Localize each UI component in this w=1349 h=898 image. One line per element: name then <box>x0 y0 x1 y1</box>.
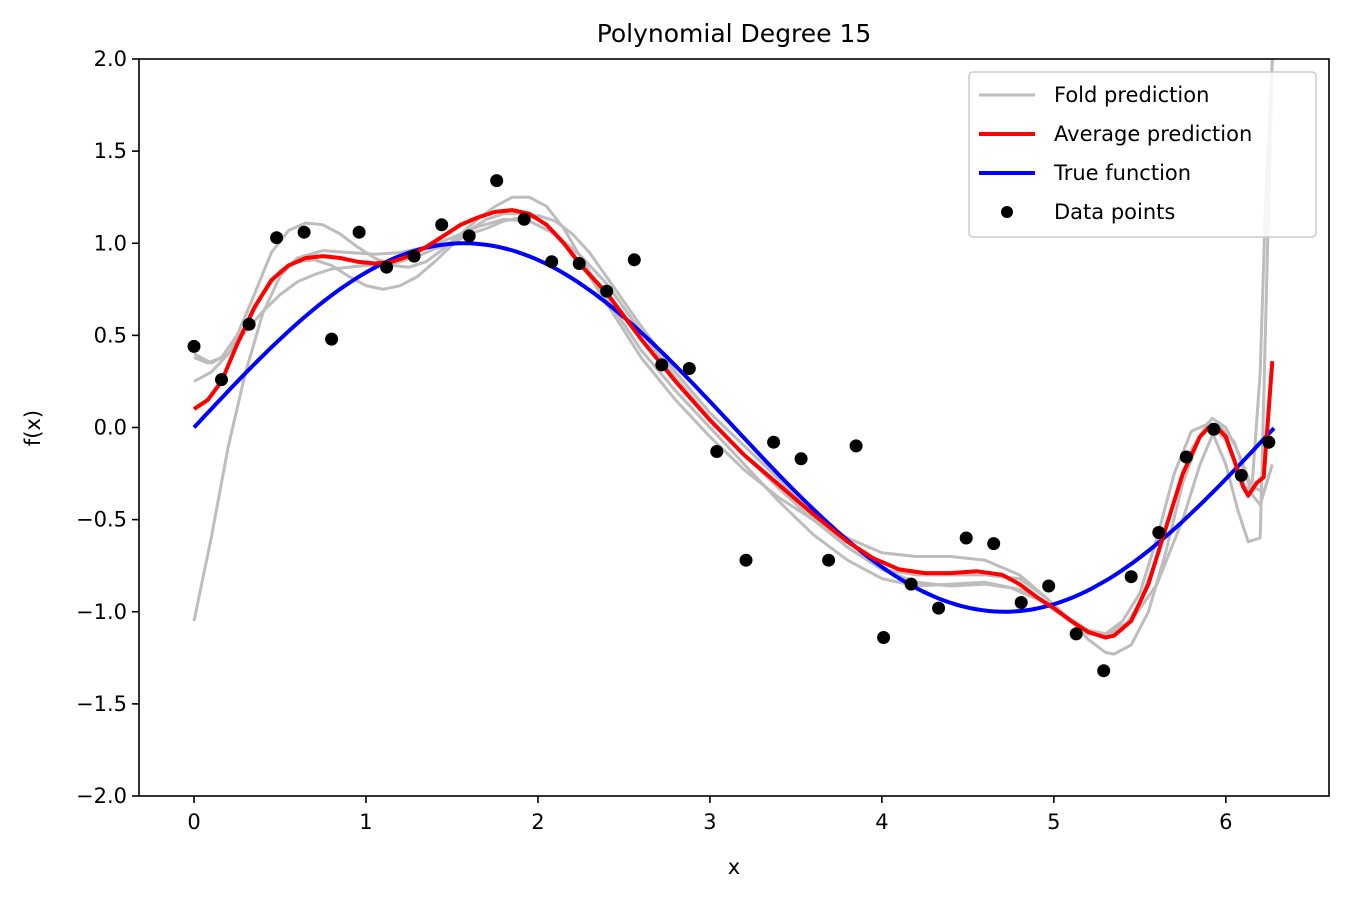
data-point <box>352 225 366 239</box>
data-point <box>987 537 1001 551</box>
x-axis-label: x <box>728 855 740 879</box>
y-tick-label: 1.5 <box>94 139 127 163</box>
legend: Fold prediction Average prediction True … <box>968 71 1317 238</box>
fold-prediction-lines <box>192 59 1274 656</box>
data-point <box>215 373 228 387</box>
y-tick-label: 0.5 <box>94 323 127 347</box>
data-point <box>435 218 449 232</box>
data-point <box>600 284 614 298</box>
data-point <box>904 577 918 591</box>
data-point <box>187 339 201 353</box>
y-tick-label: 0.0 <box>94 416 127 440</box>
x-tick-label: 6 <box>1219 810 1232 834</box>
data-point <box>490 174 504 188</box>
data-point <box>1207 422 1221 436</box>
data-point <box>517 212 531 226</box>
data-point <box>822 553 836 567</box>
x-tick-label: 3 <box>703 810 716 834</box>
x-tick-label: 2 <box>531 810 544 834</box>
data-point <box>1179 450 1193 464</box>
data-point <box>710 445 724 458</box>
x-axis-ticks: 0 1 2 3 4 5 6 <box>187 796 1233 834</box>
data-point <box>1042 579 1056 593</box>
y-tick-label: −1.0 <box>76 600 127 624</box>
data-point <box>1234 468 1248 482</box>
data-point <box>270 231 284 245</box>
data-point <box>959 531 973 545</box>
true-function-line-group <box>192 241 1276 614</box>
data-point <box>325 332 339 346</box>
data-point <box>242 317 256 331</box>
legend-label-average: Average prediction <box>1054 122 1252 146</box>
data-point <box>682 362 696 375</box>
data-point <box>767 435 781 449</box>
y-tick-label: −0.5 <box>76 508 127 532</box>
x-tick-label: 5 <box>1047 810 1060 834</box>
data-point <box>627 253 641 267</box>
legend-label-points: Data points <box>1054 200 1175 224</box>
chart-title: Polynomial Degree 15 <box>597 19 872 48</box>
data-point <box>1124 570 1138 584</box>
data-point <box>932 601 946 615</box>
x-tick-label: 4 <box>875 810 888 834</box>
data-point <box>1097 664 1111 678</box>
fold-prediction-line <box>193 214 1274 656</box>
y-axis-ticks: −2.0 −1.5 −1.0 −0.5 0.0 0.5 1.0 1.5 2.0 <box>76 47 139 808</box>
data-point <box>572 257 586 270</box>
x-tick-label: 1 <box>359 810 372 834</box>
data-point <box>545 255 559 269</box>
data-point <box>794 452 808 466</box>
data-point <box>462 229 476 243</box>
data-point <box>380 260 394 274</box>
y-tick-label: −1.5 <box>76 692 127 716</box>
legend-label-fold: Fold prediction <box>1054 83 1209 107</box>
fold-prediction-line <box>193 59 1274 636</box>
data-point <box>297 225 311 239</box>
true-function-line <box>192 241 1276 614</box>
x-tick-label: 0 <box>187 810 200 834</box>
data-point <box>877 631 891 644</box>
data-point <box>1152 526 1166 539</box>
y-tick-label: 1.0 <box>94 231 127 255</box>
y-tick-label: −2.0 <box>76 784 127 808</box>
data-point <box>655 358 669 372</box>
data-point <box>407 249 421 263</box>
y-tick-label: 2.0 <box>94 47 127 71</box>
data-point <box>739 553 753 567</box>
data-point <box>1262 435 1276 449</box>
data-point <box>849 439 863 453</box>
legend-box <box>968 71 1317 238</box>
y-axis-label: f(x) <box>21 410 45 446</box>
legend-swatch-points <box>1001 206 1013 218</box>
data-point <box>1014 596 1028 609</box>
data-point <box>1069 627 1083 641</box>
data-point-markers <box>187 174 1276 678</box>
legend-label-true: True function <box>1053 161 1191 185</box>
